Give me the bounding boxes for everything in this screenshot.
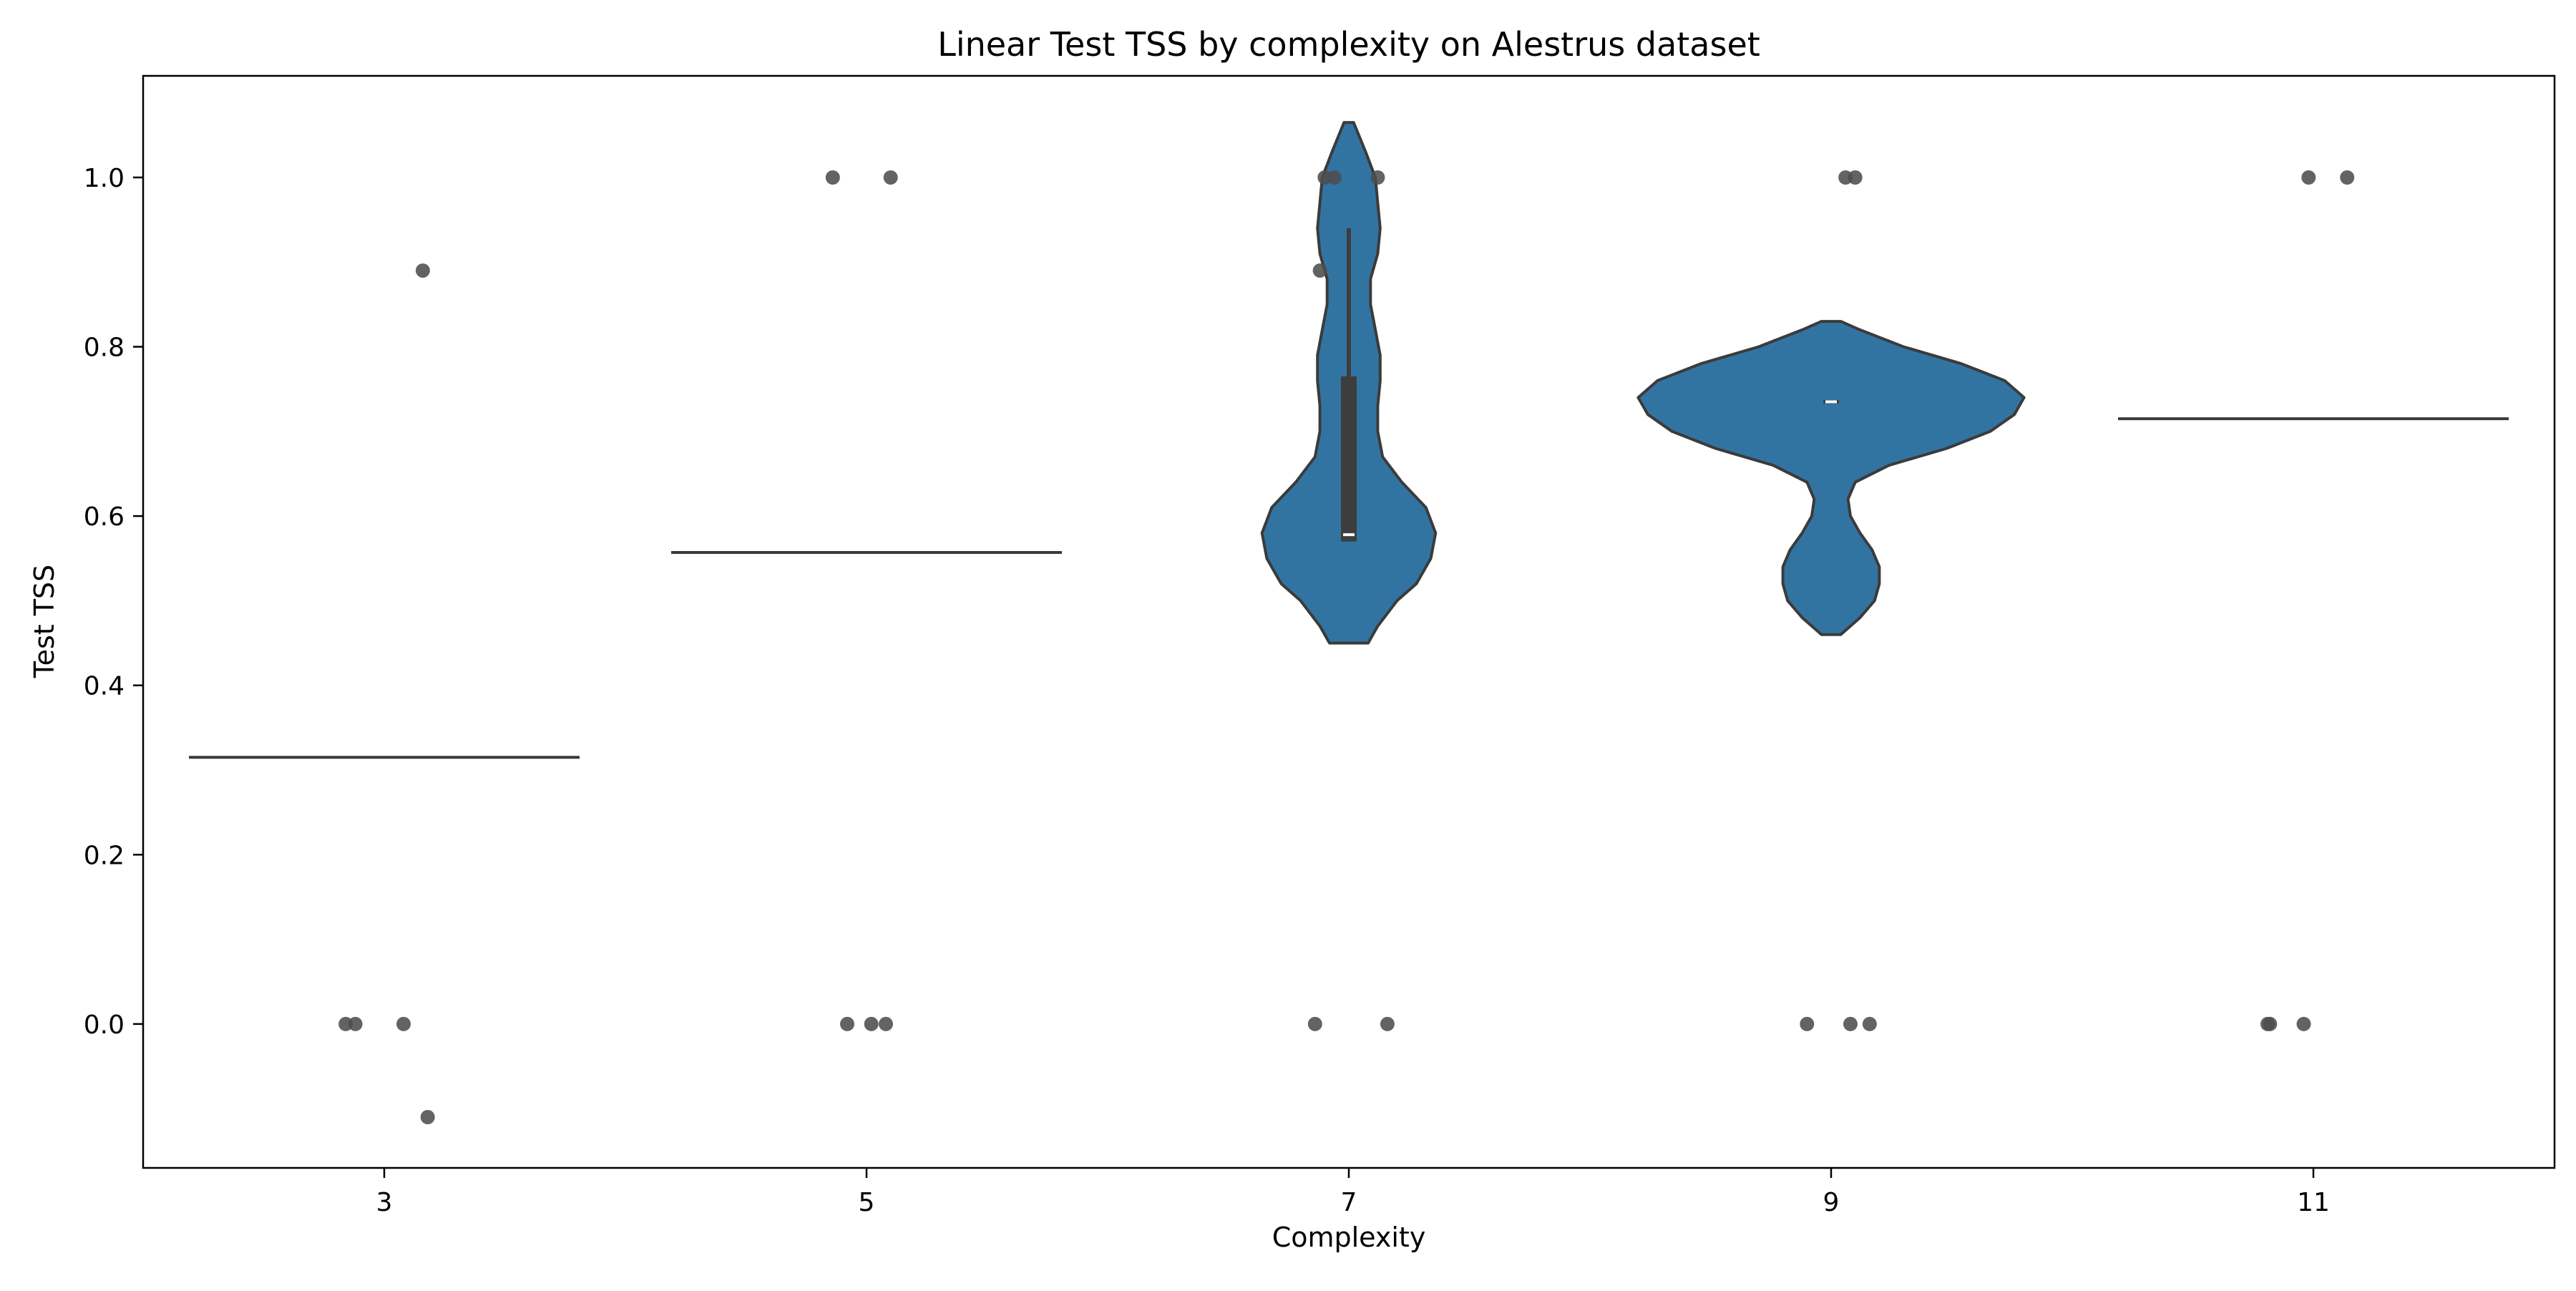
y-tick-label: 0.8 xyxy=(84,333,125,363)
data-point xyxy=(1862,1016,1877,1031)
x-axis-label: Complexity xyxy=(1272,1222,1426,1253)
data-point xyxy=(1380,1016,1395,1031)
violin-body xyxy=(1636,320,2026,636)
group-5 xyxy=(671,170,1062,1031)
data-point xyxy=(1370,170,1385,185)
y-tick-label: 0.4 xyxy=(84,672,125,701)
data-point xyxy=(2301,170,2316,185)
data-point xyxy=(883,170,898,185)
data-point xyxy=(2340,170,2355,185)
data-point xyxy=(1800,1016,1815,1031)
data-point xyxy=(348,1016,363,1031)
x-tick-label: 7 xyxy=(1341,1188,1357,1217)
data-point xyxy=(1848,170,1863,185)
data-point xyxy=(1307,1016,1322,1031)
y-tick-label: 0.2 xyxy=(84,841,125,870)
group-7 xyxy=(1260,121,1438,1031)
data-point xyxy=(1843,1016,1858,1031)
data-point xyxy=(1312,263,1327,278)
x-tick-label: 11 xyxy=(2297,1188,2330,1217)
y-tick-label: 0.0 xyxy=(84,1010,125,1040)
data-point xyxy=(2296,1016,2311,1031)
group-9 xyxy=(1636,170,2026,1031)
x-tick-label: 9 xyxy=(1823,1188,1840,1217)
y-axis-label: Test TSS xyxy=(29,565,60,678)
x-tick-label: 3 xyxy=(376,1188,393,1217)
data-point xyxy=(396,1016,411,1031)
group-3 xyxy=(189,263,580,1124)
plot-marks xyxy=(189,121,2509,1124)
group-11 xyxy=(2118,170,2509,1031)
data-point xyxy=(879,1016,893,1031)
data-point xyxy=(864,1016,879,1031)
data-point xyxy=(415,263,430,278)
y-tick-label: 1.0 xyxy=(84,164,125,193)
data-point xyxy=(420,1110,435,1124)
iqr-box xyxy=(1341,376,1357,542)
x-tick-label: 5 xyxy=(859,1188,875,1217)
chart-title: Linear Test TSS by complexity on Alestru… xyxy=(937,25,1760,64)
data-point xyxy=(2260,1016,2275,1031)
data-point xyxy=(825,170,840,185)
y-tick-label: 0.6 xyxy=(84,502,125,532)
data-point xyxy=(1327,170,1342,185)
data-point xyxy=(840,1016,854,1031)
plot-axes: 0.0 0.2 0.4 0.6 0.8 1.0 3 5 7 9 11 xyxy=(84,74,2556,1217)
